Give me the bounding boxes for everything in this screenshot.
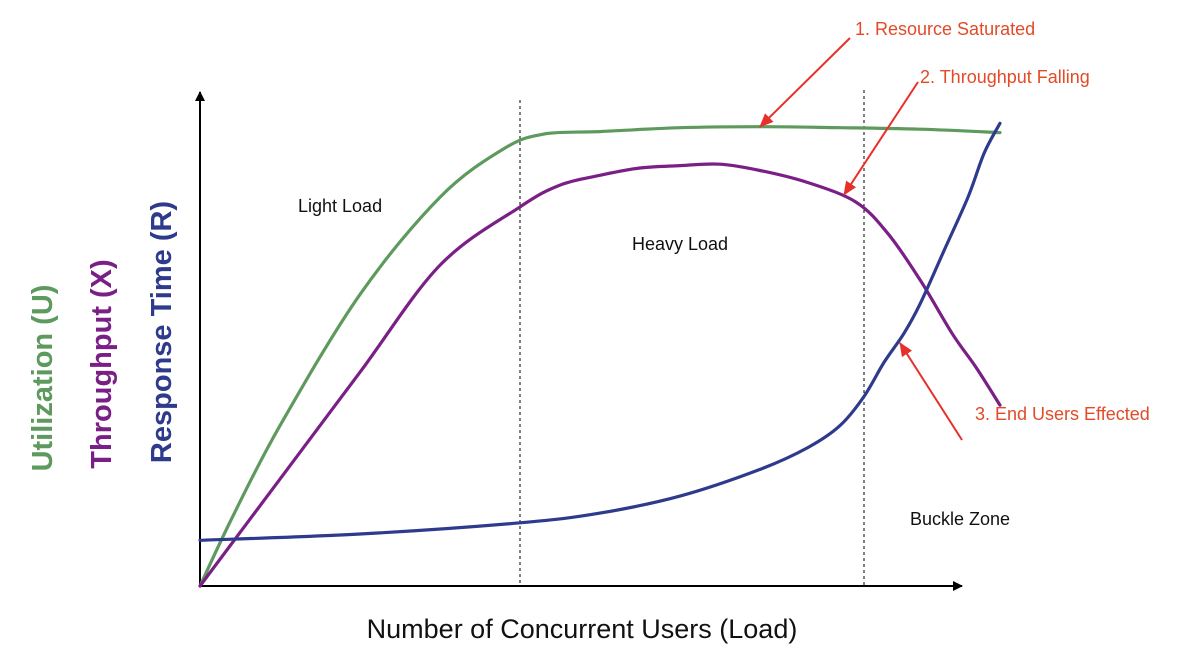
zone-label-buckle-zone: Buckle Zone bbox=[910, 509, 1010, 529]
zone-label-heavy-load: Heavy Load bbox=[632, 234, 728, 254]
annotation-end-users-effected: 3. End Users Effected bbox=[975, 404, 1150, 424]
y-axis-label-throughput: Throughput (X) bbox=[86, 259, 118, 468]
response-time-curve bbox=[198, 121, 1002, 542]
zone-label-light-load: Light Load bbox=[298, 196, 382, 216]
throughput-curve bbox=[198, 162, 1002, 588]
annotation-arrow-end-users-effected bbox=[899, 342, 963, 441]
annotation-resource-saturated: 1. Resource Saturated bbox=[855, 19, 1035, 39]
annotation-arrow-throughput-falling bbox=[843, 81, 919, 196]
x-axis-label: Number of Concurrent Users (Load) bbox=[367, 614, 798, 644]
y-axis-label-utilization: Utilization (U) bbox=[27, 285, 59, 472]
annotation-arrow-resource-saturated bbox=[759, 37, 851, 128]
annotation-throughput-falling: 2. Throughput Falling bbox=[920, 67, 1090, 87]
utilization-curve bbox=[198, 125, 1002, 588]
y-axis-label-response-time: Response Time (R) bbox=[146, 201, 178, 463]
